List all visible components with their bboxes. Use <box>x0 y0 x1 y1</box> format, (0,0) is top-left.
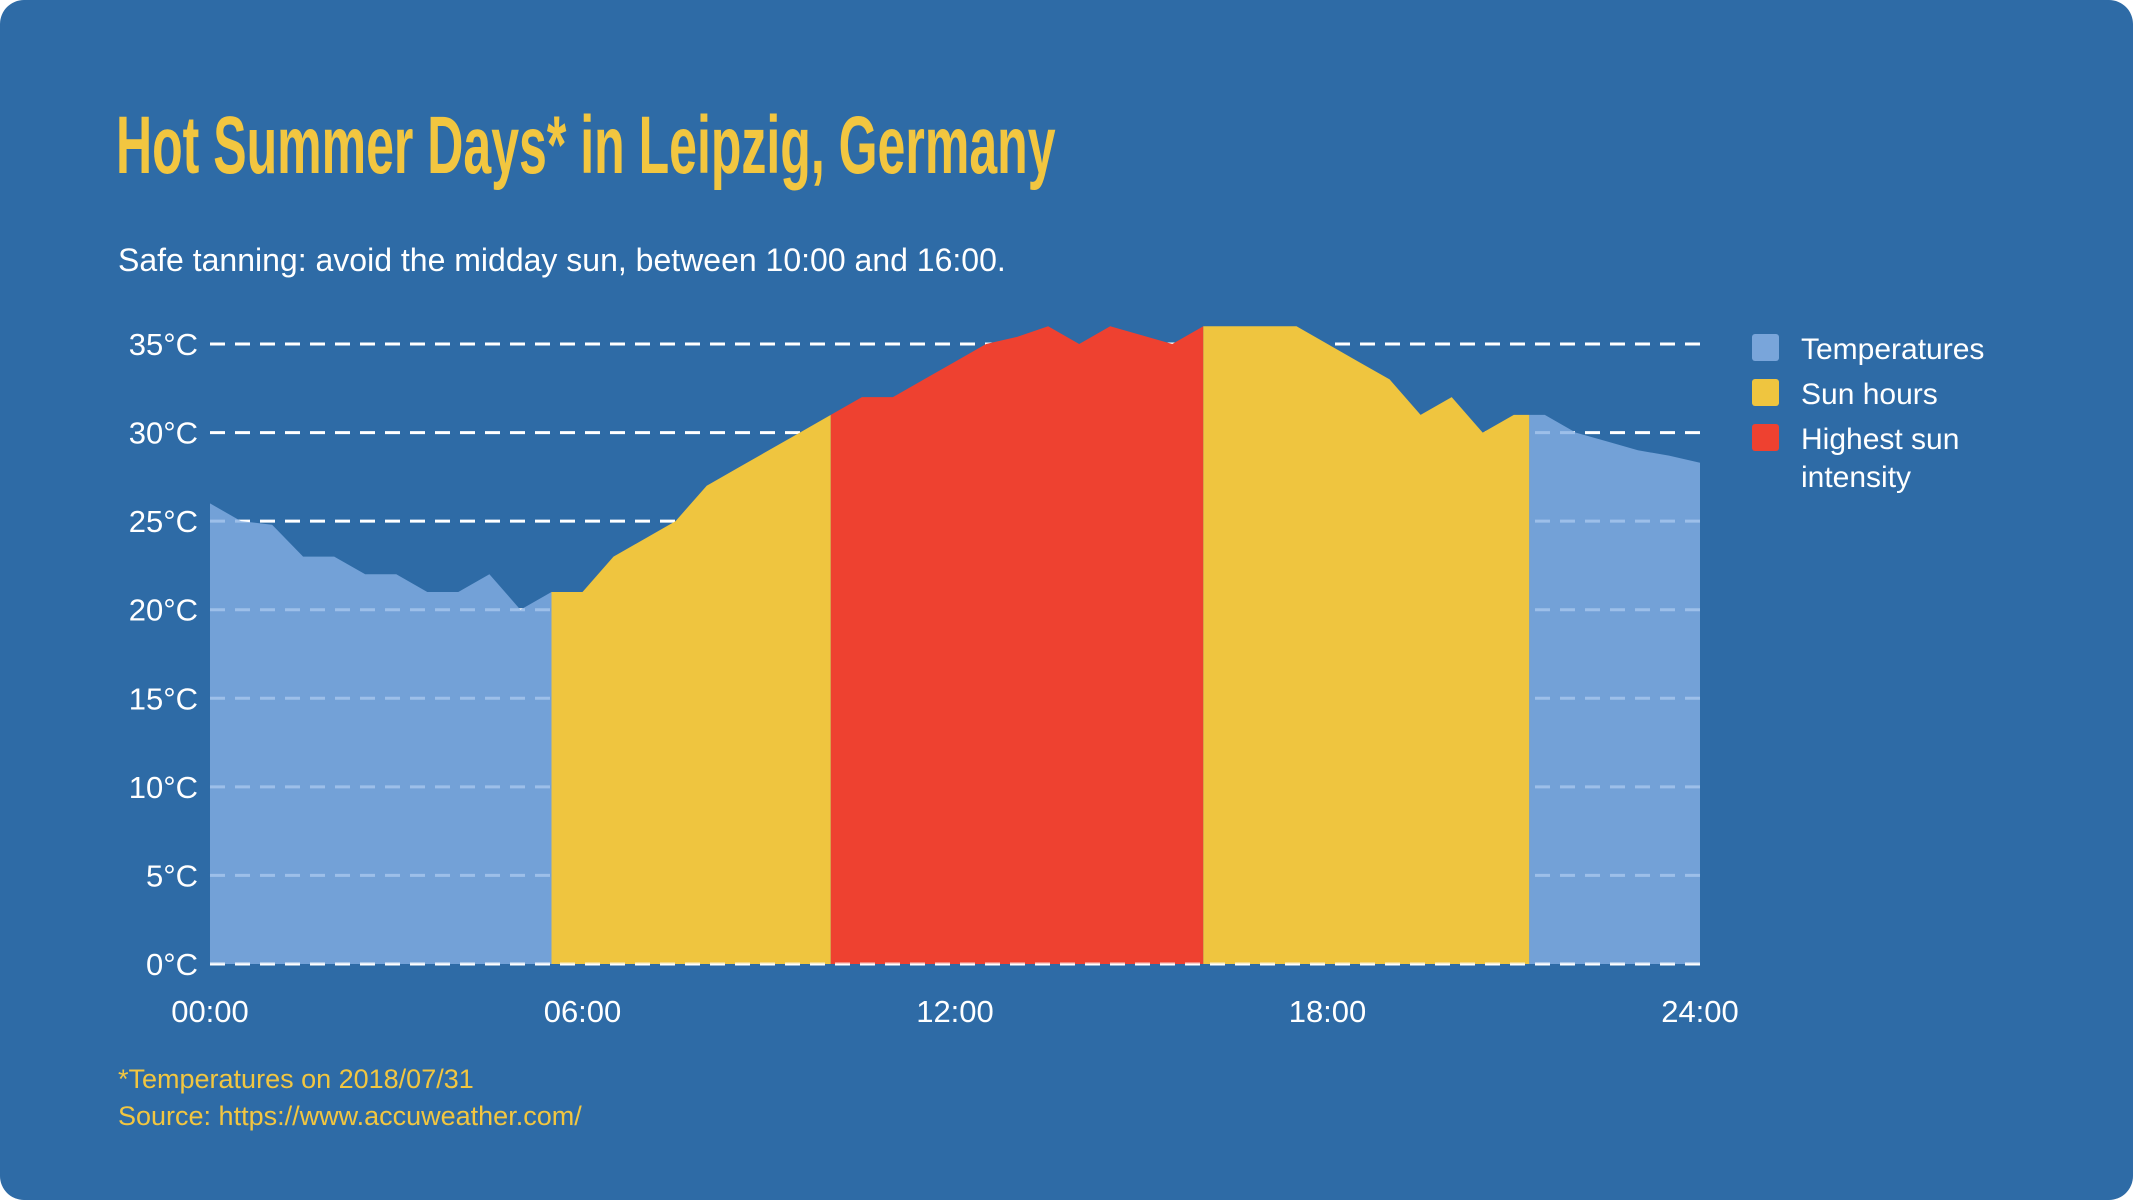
y-tick-label-15c: 15°C <box>129 681 198 716</box>
area-segment-sun-hours <box>551 414 831 964</box>
legend-item-temperatures: Temperatures <box>1752 331 2012 369</box>
x-tick-label-1200: 12:00 <box>916 994 994 1029</box>
footer: *Temperatures on 2018/07/31 Source: http… <box>118 1061 582 1135</box>
source-url: Source: https://www.accuweather.com/ <box>118 1101 582 1131</box>
area-segment-sun-hours <box>1203 326 1530 964</box>
y-tick-label-0c: 0°C <box>146 947 198 982</box>
legend-item-highest-sun-intensity: Highest sun intensity <box>1752 421 2012 497</box>
page-subtitle: Safe tanning: avoid the midday sun, betw… <box>118 242 1006 278</box>
legend-label: Sun hours <box>1801 378 1938 411</box>
legend-label: Temperatures <box>1801 333 1985 366</box>
x-tick-label-0600: 06:00 <box>544 994 622 1029</box>
area-segment-highest-sun-intensity <box>830 326 1204 964</box>
chart-legend: Temperatures Sun hours Highest sun inten… <box>1752 331 2012 497</box>
page-title-text: Hot Summer Days* in Leipzig, Germany <box>116 100 1056 192</box>
x-tick-label-1800: 18:00 <box>1289 994 1367 1029</box>
area-segment-temperatures <box>1529 414 1700 964</box>
footnote-temperature-date: *Temperatures on 2018/07/31 <box>118 1064 474 1094</box>
y-tick-label-5c: 5°C <box>146 858 198 893</box>
page-title: Hot Summer Days* in Leipzig, Germany <box>116 105 1656 187</box>
y-tick-label-10c: 10°C <box>129 770 198 805</box>
y-tick-label-35c: 35°C <box>129 327 198 362</box>
highest-sun-intensity-swatch-icon <box>1752 424 1779 451</box>
y-tick-label-30c: 30°C <box>129 416 198 451</box>
y-tick-label-20c: 20°C <box>129 593 198 628</box>
area-segment-temperatures <box>210 503 552 964</box>
sun-hours-swatch-icon <box>1752 379 1779 406</box>
y-tick-label-25c: 25°C <box>129 504 198 539</box>
x-tick-label-0000: 00:00 <box>171 994 249 1029</box>
legend-item-sun-hours: Sun hours <box>1752 376 2012 414</box>
legend-label: Highest sun intensity <box>1801 423 1960 494</box>
x-tick-label-2400: 24:00 <box>1661 994 1739 1029</box>
temperatures-swatch-icon <box>1752 334 1779 361</box>
